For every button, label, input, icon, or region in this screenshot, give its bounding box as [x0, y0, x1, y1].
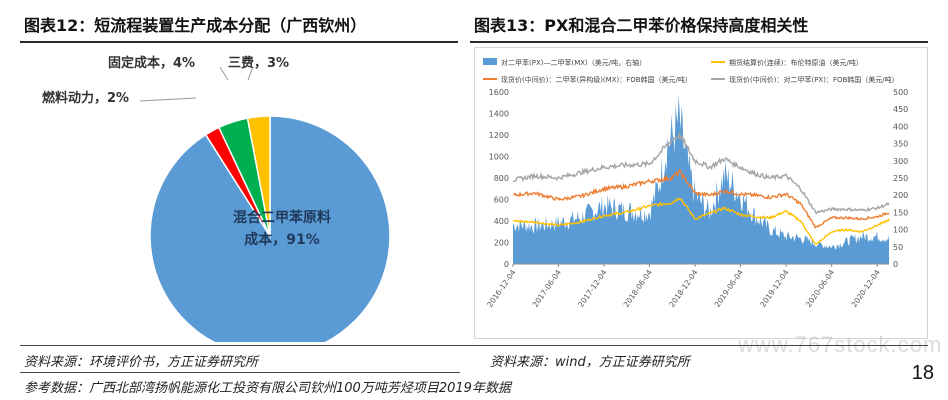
y-right-tick-label: 0: [893, 260, 898, 269]
pie-slice-label: 燃料动力，2%: [42, 90, 129, 106]
x-tick-label: 2018-12-04: [667, 268, 700, 309]
y-left-tick-label: 0: [504, 260, 509, 269]
y-left-tick-label: 200: [494, 239, 509, 248]
y-right-tick-label: 500: [893, 88, 908, 97]
y-right-tick-label: 250: [893, 174, 908, 183]
y-right-tick-label: 100: [893, 226, 908, 235]
pie-slice-label: 混合二甲苯原料: [233, 209, 331, 226]
y-right-tick-label: 50: [893, 243, 903, 252]
y-right-tick-label: 450: [893, 105, 908, 114]
watermark: www.767stock.com: [738, 332, 943, 357]
left-title-rule: [20, 41, 458, 43]
series-line-1: [512, 197, 890, 245]
reference-divider: [20, 372, 460, 373]
y-right-tick-label: 400: [893, 122, 908, 131]
page-number: 18: [911, 362, 934, 384]
price-line-chart: 对二甲苯(PX)—二甲苯(MX)（美元/吨，右轴） 期货结算价(连续)：布伦特原油…: [483, 58, 908, 309]
legend-swatch: [483, 58, 497, 65]
y-left-tick-label: 400: [494, 217, 509, 226]
pie-leader-line: [219, 66, 229, 81]
y-right-tick-label: 350: [893, 140, 908, 149]
series-line-2: [512, 168, 890, 229]
y-right-tick-label: 150: [893, 208, 908, 217]
y-left-tick-label: 1200: [489, 131, 509, 140]
x-tick-label: 2016-12-04: [485, 268, 518, 309]
legend-label: 期货结算价(连续)：布伦特原油（美元/吨）: [729, 58, 863, 67]
legend-label: 现货价(中间价)：对二甲苯(PX)：FOB韩国（美元/吨）: [729, 75, 899, 84]
legend-label: 现货价(中间价)：二甲苯(异构级)(MX)：FOB韩国（美元/吨）: [501, 75, 692, 84]
reference-note: 参考数据：广西北部湾扬帆能源化工投资有限公司钦州100万吨芳烃项目2019年数据: [24, 381, 511, 396]
pie-slice: [246, 115, 271, 237]
x-tick-label: 2020-06-04: [804, 268, 837, 309]
right-source-note: 资料来源：wind，方正证券研究所: [490, 355, 690, 370]
y-left-tick-label: 800: [494, 174, 509, 183]
x-tick-label: 2020-12-04: [850, 268, 883, 309]
x-tick-label: 2019-06-04: [713, 268, 746, 309]
price-chart-frame: 对二甲苯(PX)—二甲苯(MX)（美元/吨，右轴） 期货结算价(连续)：布伦特原油…: [474, 47, 928, 339]
y-left-tick-label: 1000: [489, 153, 509, 162]
pie-slice-label: 三费，3%: [228, 55, 289, 71]
pie-slice-label: 固定成本，4%: [108, 55, 195, 71]
series-area-px-mx-spread: [513, 95, 889, 264]
right-title-rule: [470, 41, 928, 43]
x-tick-label: 2017-12-04: [576, 268, 609, 309]
pie-leader-line: [247, 68, 253, 81]
left-source-note: 资料来源：环境评价书，方正证券研究所: [24, 355, 259, 370]
pie-slice-label: 成本，91%: [244, 231, 320, 248]
y-right-tick-label: 200: [893, 191, 908, 200]
footer-divider: [20, 345, 928, 346]
x-tick-label: 2017-06-04: [531, 268, 564, 309]
pie-leader-line: [139, 97, 197, 102]
y-right-tick-label: 300: [893, 157, 908, 166]
y-left-tick-label: 1600: [489, 88, 509, 97]
right-chart-title: 图表13：PX和混合二甲苯价格保持高度相关性: [474, 16, 809, 35]
legend-label: 对二甲苯(PX)—二甲苯(MX)（美元/吨，右轴）: [501, 58, 646, 67]
series-line-3: [512, 132, 890, 215]
x-tick-label: 2019-12-04: [758, 268, 791, 309]
x-tick-label: 2018-06-04: [622, 268, 655, 309]
left-chart-title: 图表12：短流程装置生产成本分配（广西钦州）: [24, 16, 367, 35]
y-left-tick-label: 1400: [489, 110, 509, 119]
y-left-tick-label: 600: [494, 196, 509, 205]
